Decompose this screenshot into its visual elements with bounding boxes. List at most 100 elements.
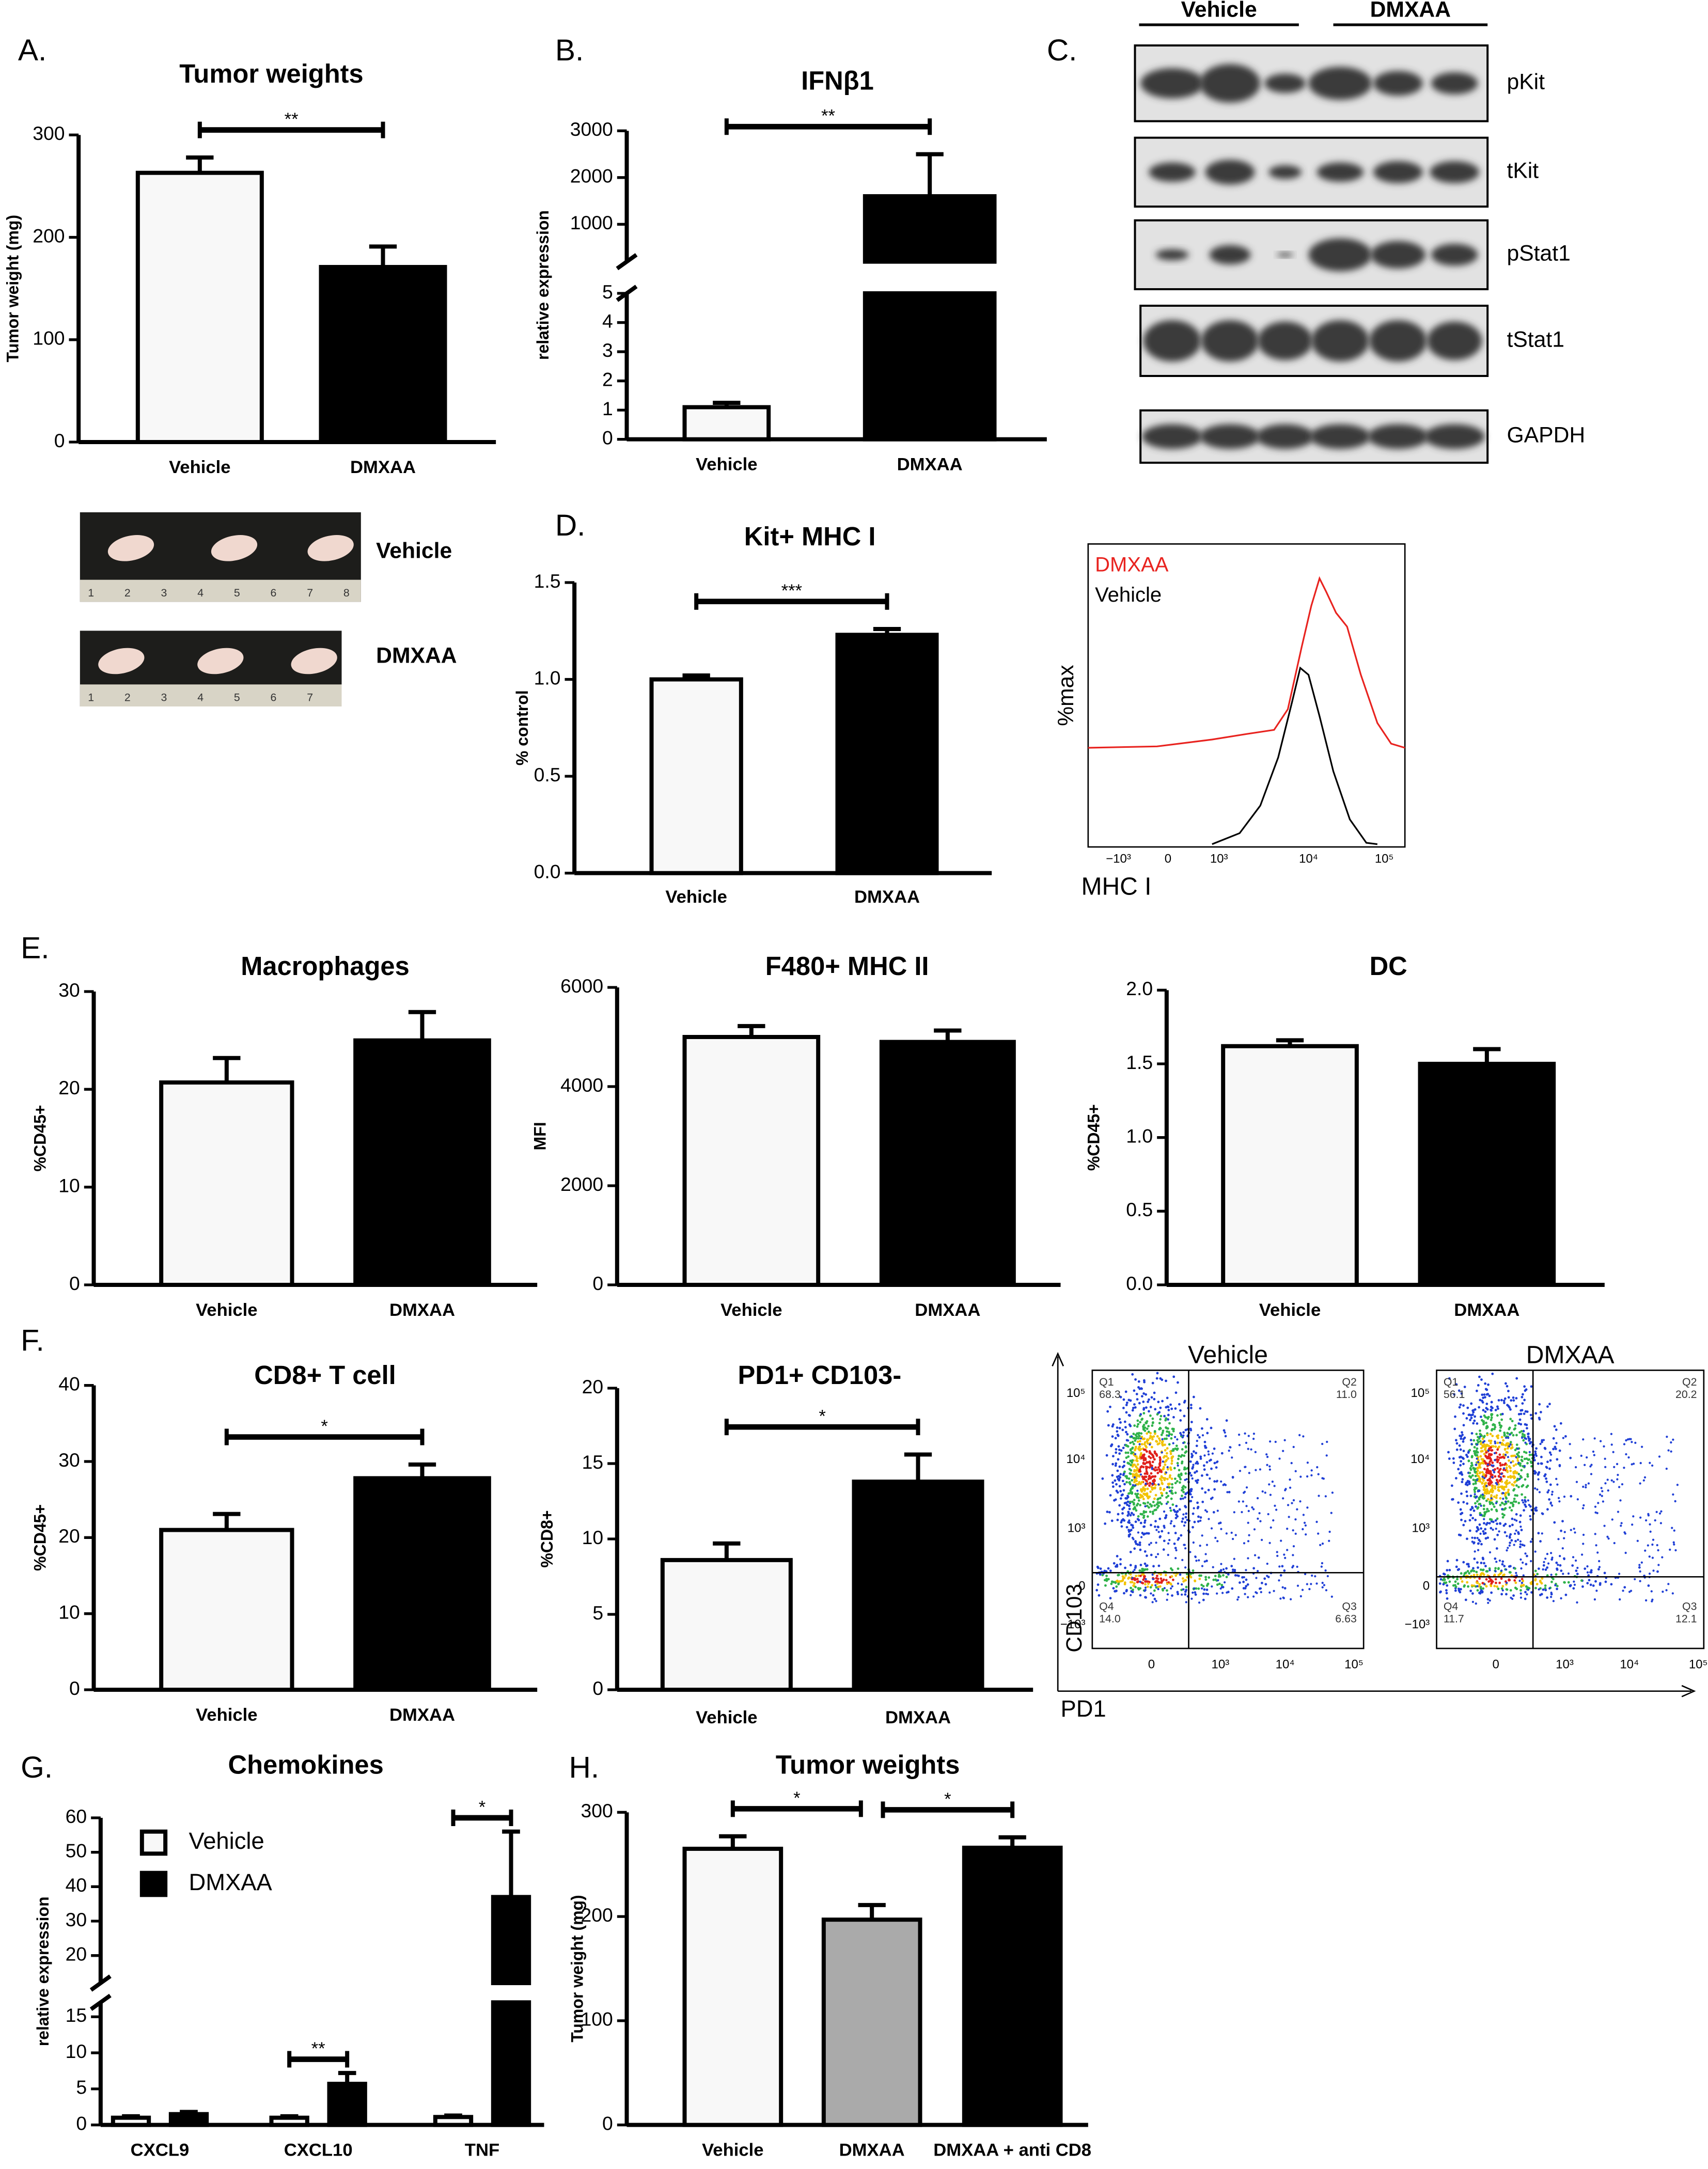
dot	[1495, 1547, 1498, 1550]
dot	[1509, 1467, 1512, 1469]
dot	[1198, 1574, 1201, 1577]
dot	[1150, 1445, 1153, 1449]
dot	[1631, 1463, 1633, 1466]
dot	[1512, 1504, 1514, 1507]
y-tick-label: 10	[58, 1601, 80, 1623]
x-tick-label: Vehicle	[696, 1708, 757, 1727]
dot	[1163, 1437, 1166, 1440]
dot	[1468, 1519, 1471, 1522]
ruler-number: 4	[197, 691, 203, 704]
blot-label: tStat1	[1507, 327, 1564, 352]
dot	[1135, 1393, 1138, 1395]
dot	[1513, 1454, 1516, 1457]
dot	[1134, 1492, 1137, 1496]
dot	[1479, 1416, 1482, 1418]
dot	[1238, 1444, 1241, 1447]
dot	[1439, 1578, 1443, 1581]
dot	[1190, 1488, 1193, 1491]
dot	[1223, 1429, 1226, 1432]
dot	[1471, 1541, 1474, 1543]
dot	[1167, 1435, 1170, 1437]
dot	[1483, 1518, 1485, 1520]
dot	[1156, 1575, 1158, 1577]
dot	[1467, 1563, 1470, 1566]
dot	[1134, 1585, 1137, 1589]
dot	[1660, 1510, 1663, 1513]
dot	[1165, 1491, 1168, 1495]
dot	[1247, 1596, 1249, 1598]
dot	[1138, 1435, 1140, 1437]
blot-band	[1424, 424, 1485, 449]
dot	[1599, 1582, 1602, 1585]
dot	[1510, 1432, 1513, 1435]
y-tick-label: 10⁵	[1411, 1386, 1430, 1400]
dot	[1672, 1493, 1674, 1496]
dot	[1500, 1473, 1503, 1475]
dot	[1319, 1544, 1322, 1546]
dot	[1169, 1506, 1171, 1510]
dot	[1509, 1441, 1512, 1443]
dot	[1171, 1578, 1174, 1581]
dot	[1125, 1476, 1129, 1480]
dot	[1455, 1448, 1459, 1451]
dot	[1174, 1574, 1178, 1577]
dot	[1315, 1582, 1318, 1585]
dot	[1317, 1532, 1320, 1535]
dot	[1529, 1515, 1531, 1517]
dot	[1129, 1550, 1132, 1553]
dot	[1171, 1585, 1173, 1588]
dot	[1137, 1380, 1140, 1383]
dot	[1539, 1594, 1542, 1596]
dot	[1142, 1573, 1145, 1576]
dot	[1651, 1598, 1654, 1601]
dot	[1476, 1581, 1479, 1584]
dot	[1563, 1496, 1566, 1498]
dot	[1471, 1517, 1475, 1520]
dot	[1519, 1526, 1522, 1528]
dot	[1453, 1427, 1456, 1431]
dot	[1178, 1454, 1180, 1457]
dot	[1484, 1454, 1487, 1457]
dot	[1572, 1556, 1575, 1559]
dot	[1631, 1523, 1634, 1526]
dot	[1184, 1445, 1187, 1448]
dot	[1126, 1433, 1129, 1436]
dot	[1462, 1440, 1465, 1443]
dot	[1146, 1432, 1149, 1435]
dot	[1563, 1537, 1565, 1539]
dot	[1522, 1574, 1525, 1577]
dot	[1217, 1579, 1219, 1582]
dot	[1140, 1465, 1143, 1468]
dot	[1455, 1559, 1459, 1562]
dot	[1144, 1596, 1147, 1599]
dot	[1111, 1485, 1115, 1488]
dot	[1509, 1589, 1512, 1592]
dot	[1520, 1476, 1523, 1479]
dot	[1551, 1490, 1554, 1493]
dot	[1153, 1430, 1156, 1433]
x-tick-label: DMXAA	[389, 1300, 455, 1320]
dot	[1486, 1434, 1489, 1436]
dot	[1216, 1480, 1218, 1482]
dot	[1618, 1573, 1621, 1575]
dot	[1208, 1453, 1210, 1456]
dot	[1140, 1395, 1143, 1398]
dot	[1153, 1391, 1156, 1394]
dot	[1160, 1502, 1163, 1505]
blot-band	[1257, 321, 1313, 360]
dot	[1142, 1525, 1145, 1528]
dot	[1139, 1504, 1142, 1506]
dot	[1517, 1413, 1521, 1416]
dot	[1116, 1554, 1119, 1558]
dot	[1483, 1468, 1486, 1470]
dot	[1162, 1589, 1165, 1592]
dot	[1634, 1578, 1636, 1580]
dot	[1169, 1403, 1172, 1406]
dot	[1117, 1475, 1120, 1478]
x-tick-label: DMXAA	[1454, 1300, 1519, 1320]
dots	[1095, 1372, 1334, 1604]
dot	[1651, 1464, 1654, 1467]
dot	[1266, 1575, 1268, 1577]
dot	[1549, 1552, 1553, 1554]
y-axis-label: relative expression	[34, 1896, 52, 2046]
